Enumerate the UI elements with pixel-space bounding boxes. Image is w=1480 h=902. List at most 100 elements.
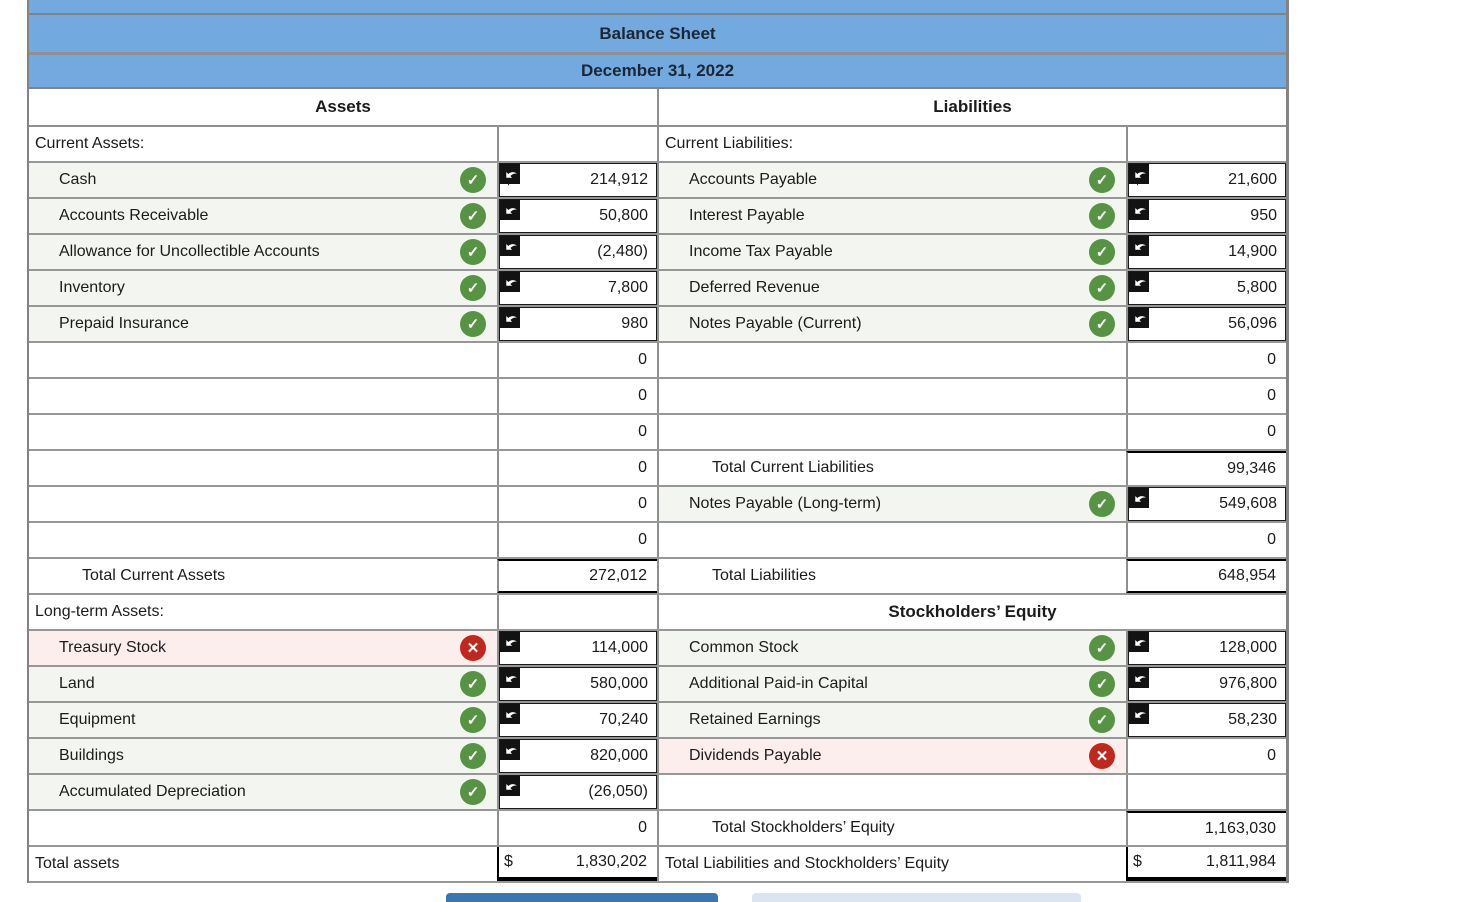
account-label-cell[interactable]: Accounts Payable ✓ <box>659 163 1126 197</box>
amount-value: 0 <box>638 819 647 836</box>
balance-row: 0 Total Stockholders’ Equity 1,163,030 <box>29 811 1286 847</box>
amount-input[interactable]: 580,000 <box>499 667 657 701</box>
account-label: Total Current Liabilities <box>712 459 874 476</box>
balance-row: Equipment ✓ 70,240 Retained Earnings ✓ 58,230 <box>29 703 1286 739</box>
answer-entered-arrow-icon <box>500 236 520 256</box>
amount-input[interactable]: (2,480) <box>499 235 657 269</box>
account-label-cell[interactable]: Additional Paid-in Capital ✓ <box>659 667 1126 701</box>
amount-input[interactable]: 114,000 <box>499 631 657 665</box>
amount-cell: 50,800 <box>497 199 657 233</box>
assets-half-row: Total Current Assets 272,012 <box>29 559 657 593</box>
amount-cell: 820,000 <box>497 739 657 773</box>
amount-input[interactable]: (26,050) <box>499 775 657 809</box>
sheet-date-text: December 31, 2022 <box>580 61 735 80</box>
account-label-cell[interactable]: Land ✓ <box>29 667 497 701</box>
amount-value: 58,230 <box>1228 711 1277 728</box>
amount-cell: 648,954 <box>1126 559 1286 593</box>
account-label-cell[interactable]: Accounts Receivable ✓ <box>29 199 497 233</box>
answer-entered-arrow-icon <box>1129 236 1149 256</box>
account-label-cell <box>29 343 497 377</box>
amount-value: 56,096 <box>1228 315 1277 332</box>
balance-row: Total Current Assets 272,012 Total Liabili… <box>29 559 1286 595</box>
amount-input[interactable]: 58,230 <box>1128 703 1286 737</box>
account-label-cell[interactable]: Dividends Payable ✕ <box>659 739 1126 773</box>
account-label-cell[interactable]: Prepaid Insurance ✓ <box>29 307 497 341</box>
account-label-cell[interactable]: Buildings ✓ <box>29 739 497 773</box>
sheet-date: December 31, 2022 <box>29 55 1286 89</box>
answer-entered-arrow-icon <box>500 632 520 652</box>
correct-check-icon: ✓ <box>1089 239 1115 265</box>
balance-row: Treasury Stock ✕ 114,000 Common Stock ✓ 128,0… <box>29 631 1286 667</box>
correct-check-icon: ✓ <box>460 707 486 733</box>
amount-input[interactable]: $21,600 <box>1128 163 1286 197</box>
account-label-cell: Total Liabilities and Stockholders’ Equi… <box>659 847 1126 881</box>
amount-value: 0 <box>1267 423 1276 440</box>
dollar-sign: $ <box>1133 853 1142 870</box>
amount-input[interactable]: 820,000 <box>499 739 657 773</box>
amount-input[interactable]: 7,800 <box>499 271 657 305</box>
liabilities-half-row: 0 <box>657 415 1286 449</box>
account-label-cell[interactable]: Inventory ✓ <box>29 271 497 305</box>
amount-input[interactable]: 50,800 <box>499 199 657 233</box>
account-label: Current Liabilities: <box>665 135 794 152</box>
account-label-cell[interactable]: Income Tax Payable ✓ <box>659 235 1126 269</box>
amount-cell: 980 <box>497 307 657 341</box>
account-label-cell[interactable]: Cash ✓ <box>29 163 497 197</box>
account-label: Total Current Assets <box>82 567 226 584</box>
amount-value: 14,900 <box>1228 243 1277 260</box>
account-label-cell[interactable]: Notes Payable (Long-term) ✓ <box>659 487 1126 521</box>
amount-cell: $214,912 <box>497 163 657 197</box>
amount-value: 648,954 <box>1218 567 1276 584</box>
cropped-header-strip <box>29 0 1286 15</box>
account-label-cell[interactable]: Interest Payable ✓ <box>659 199 1126 233</box>
amount-input[interactable]: 549,608 <box>1128 487 1286 521</box>
amount-value: 0 <box>638 387 647 404</box>
amount-cell: 549,608 <box>1126 487 1286 521</box>
amount-input[interactable]: 5,800 <box>1128 271 1286 305</box>
account-label-cell[interactable]: Allowance for Uncollectible Accounts ✓ <box>29 235 497 269</box>
balance-row: Cash ✓ $214,912 Accounts Payable ✓ $21,600 <box>29 163 1286 199</box>
account-label-cell <box>29 379 497 413</box>
account-label: Total assets <box>35 855 120 872</box>
account-label-cell: Total Stockholders’ Equity <box>659 811 1126 845</box>
prev-nav-button[interactable] <box>446 893 718 902</box>
account-label: Additional Paid-in Capital <box>689 675 868 692</box>
amount-input[interactable]: 14,900 <box>1128 235 1286 269</box>
correct-check-icon: ✓ <box>1089 167 1115 193</box>
account-label-cell[interactable]: Common Stock ✓ <box>659 631 1126 665</box>
liabilities-half-row: Total Liabilities and Stockholders’ Equi… <box>657 847 1286 881</box>
balance-rows: Current Assets: Current Liabilities: Cash ✓… <box>29 127 1286 883</box>
account-label-cell[interactable]: Deferred Revenue ✓ <box>659 271 1126 305</box>
amount-value: (26,050) <box>588 783 648 800</box>
account-label: Land <box>59 675 95 692</box>
amount-input[interactable]: 976,800 <box>1128 667 1286 701</box>
account-label-cell <box>659 523 1126 557</box>
liabilities-half-row: Additional Paid-in Capital ✓ 976,800 <box>657 667 1286 701</box>
amount-cell: 0 <box>1126 379 1286 413</box>
assets-half-row: Treasury Stock ✕ 114,000 <box>29 631 657 665</box>
correct-check-icon: ✓ <box>460 743 486 769</box>
account-label: Cash <box>59 171 97 188</box>
amount-input[interactable]: 56,096 <box>1128 307 1286 341</box>
account-label-cell[interactable]: Notes Payable (Current) ✓ <box>659 307 1126 341</box>
amount-cell <box>497 595 657 629</box>
assets-half-row: 0 <box>29 343 657 377</box>
next-nav-button[interactable] <box>752 893 1081 902</box>
amount-input[interactable]: $214,912 <box>499 163 657 197</box>
account-label-cell[interactable]: Equipment ✓ <box>29 703 497 737</box>
amount-value: 0 <box>638 495 647 512</box>
account-label-cell[interactable]: Treasury Stock ✕ <box>29 631 497 665</box>
assets-half-row: 0 <box>29 487 657 521</box>
answer-entered-arrow-icon <box>500 308 520 328</box>
amount-input[interactable]: 980 <box>499 307 657 341</box>
amount-input[interactable]: 70,240 <box>499 703 657 737</box>
account-label-cell[interactable]: Accumulated Depreciation ✓ <box>29 775 497 809</box>
amount-value: 0 <box>638 459 647 476</box>
amount-input[interactable]: 128,000 <box>1128 631 1286 665</box>
amount-input[interactable]: 950 <box>1128 199 1286 233</box>
account-label: Deferred Revenue <box>689 279 820 296</box>
account-label-cell[interactable]: Retained Earnings ✓ <box>659 703 1126 737</box>
